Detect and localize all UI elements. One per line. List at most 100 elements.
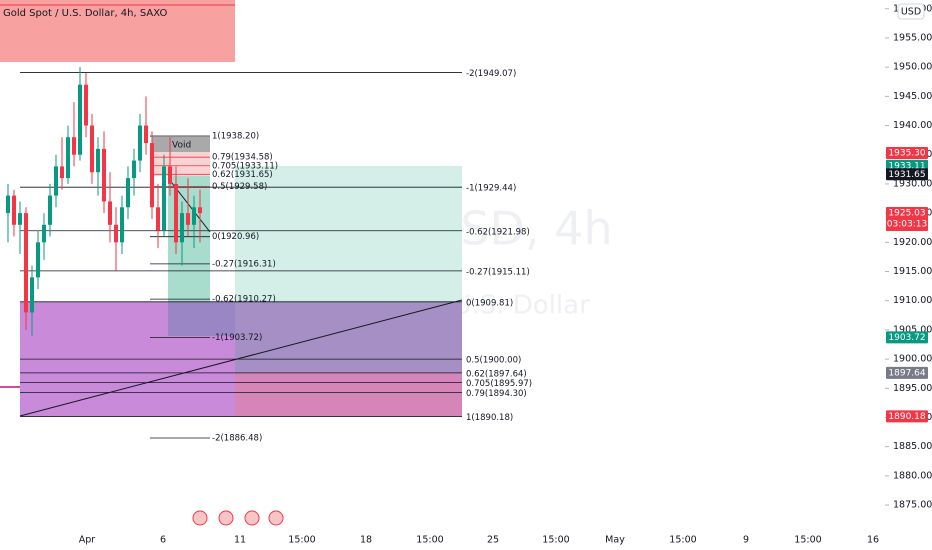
candle-body <box>108 201 112 225</box>
fib-label: 0.79(1934.58) <box>212 153 273 163</box>
price-tag-label: 1933.11 <box>888 161 925 171</box>
candle-body <box>192 207 196 225</box>
event-icons <box>192 510 284 526</box>
candle-body <box>180 213 184 243</box>
candle-body <box>102 148 106 202</box>
x-tick-label: 15:00 <box>416 535 443 546</box>
time-axis <box>0 530 885 550</box>
fib-label: 0.5(1900.00) <box>466 356 521 366</box>
x-tick-label: 25 <box>487 535 499 546</box>
price-tag <box>886 331 928 344</box>
fib-band <box>152 152 210 176</box>
event-icon[interactable] <box>244 510 260 526</box>
y-tick-label: 1940.00 <box>893 120 932 131</box>
y-tick-label: 1910.00 <box>893 295 932 306</box>
y-tick-label: 1915.00 <box>893 266 932 277</box>
candle-body <box>126 178 130 208</box>
fib-label: -0.62(1921.98) <box>466 227 530 237</box>
candle-body <box>162 166 166 231</box>
fib-label: 1(1890.18) <box>466 413 513 423</box>
x-tick-label: 15:00 <box>288 535 315 546</box>
fib-label: -2(1886.48) <box>212 434 262 444</box>
y-tick-label: 1875.00 <box>893 500 932 511</box>
currency[interactable]: USD <box>901 7 921 18</box>
x-tick-label: Apr <box>79 535 96 546</box>
price-tag-label: 1897.64 <box>888 368 925 378</box>
target-zone <box>235 166 462 302</box>
stop-zone <box>168 302 235 336</box>
candle-body <box>48 195 52 225</box>
price-tag-label: 1925.03 <box>888 208 925 218</box>
y-tick-label: 1900.00 <box>893 354 932 365</box>
candle-body <box>168 166 172 184</box>
price-tag <box>886 410 928 423</box>
y-tick-label: 1920.00 <box>893 237 932 248</box>
candle-body <box>36 242 40 278</box>
zone-box <box>0 0 235 62</box>
fib-label: -2(1949.07) <box>466 69 516 79</box>
candle-body <box>138 125 142 161</box>
x-tick-label: 6 <box>160 535 166 546</box>
price-tag <box>886 206 928 231</box>
fib-label: 0.705(1895.97) <box>466 379 532 389</box>
candle-body <box>144 125 148 144</box>
candle-body <box>60 166 64 179</box>
y-tick-label: 1895.00 <box>893 383 932 394</box>
candle-body <box>24 213 28 313</box>
fib-label: -1(1929.44) <box>466 184 516 194</box>
x-tick-label: 15:00 <box>794 535 821 546</box>
event-icon[interactable] <box>218 510 234 526</box>
candle-body <box>198 207 202 214</box>
price-tag <box>886 366 928 379</box>
candle-body <box>66 137 70 179</box>
candle-body <box>18 213 22 225</box>
event-icon[interactable] <box>268 510 284 526</box>
candle-body <box>96 148 100 173</box>
x-tick-label: 16 <box>867 535 879 546</box>
void-label: Void <box>172 141 191 151</box>
y-tick-label: 1950.00 <box>893 62 932 73</box>
stop-zone <box>235 302 462 373</box>
fib-label: -0.27(1916.31) <box>212 259 276 269</box>
price-axis <box>885 0 932 550</box>
price-tag-label: 1903.72 <box>888 333 925 343</box>
fib-label: 0(1920.96) <box>212 232 259 242</box>
x-tick-label: 9 <box>743 535 749 546</box>
candle-body <box>72 137 76 155</box>
y-tick-label: 1885.00 <box>893 441 932 452</box>
x-tick-label: 11 <box>234 535 246 546</box>
fib-label: 0.62(1931.65) <box>212 170 273 180</box>
price-tag <box>886 146 928 159</box>
y-tick-label: 1955.00 <box>893 32 932 43</box>
x-tick-label: 18 <box>360 535 372 546</box>
price-tag-label: 1931.65 <box>888 170 925 180</box>
stop-zone <box>235 373 462 416</box>
fib-label: 0.705(1933.11) <box>212 161 278 171</box>
chart-title: Gold Spot / U.S. Dollar, 4h, SAXO <box>3 8 167 19</box>
x-tick-label: May <box>605 535 625 546</box>
candle-body <box>156 207 160 231</box>
candle-body <box>42 224 46 243</box>
trend-line <box>19 299 463 417</box>
currency-button[interactable] <box>897 3 925 20</box>
fib-label: -1(1903.72) <box>212 333 262 343</box>
countdown: 03:03:13 <box>887 219 927 229</box>
y-tick-label: 1905.00 <box>893 324 932 335</box>
candle-body <box>114 224 118 243</box>
candle-body <box>120 207 124 243</box>
y-tick-label: 1930.00 <box>893 178 932 189</box>
x-tick-label: 15:00 <box>669 535 696 546</box>
void-box <box>152 137 210 152</box>
candle-body <box>150 143 154 208</box>
x-tick-label: 15:00 <box>542 535 569 546</box>
price-tag-label: 1890.18 <box>888 412 925 422</box>
candle-body <box>6 195 10 214</box>
candle-body <box>78 84 82 155</box>
candle-body <box>84 84 88 126</box>
event-icon[interactable] <box>192 510 208 526</box>
price-tag <box>886 168 928 181</box>
candle-body <box>186 213 190 225</box>
fib-label: 0.5(1929.58) <box>212 182 267 192</box>
price-tag-label: 1935.30 <box>888 148 925 158</box>
